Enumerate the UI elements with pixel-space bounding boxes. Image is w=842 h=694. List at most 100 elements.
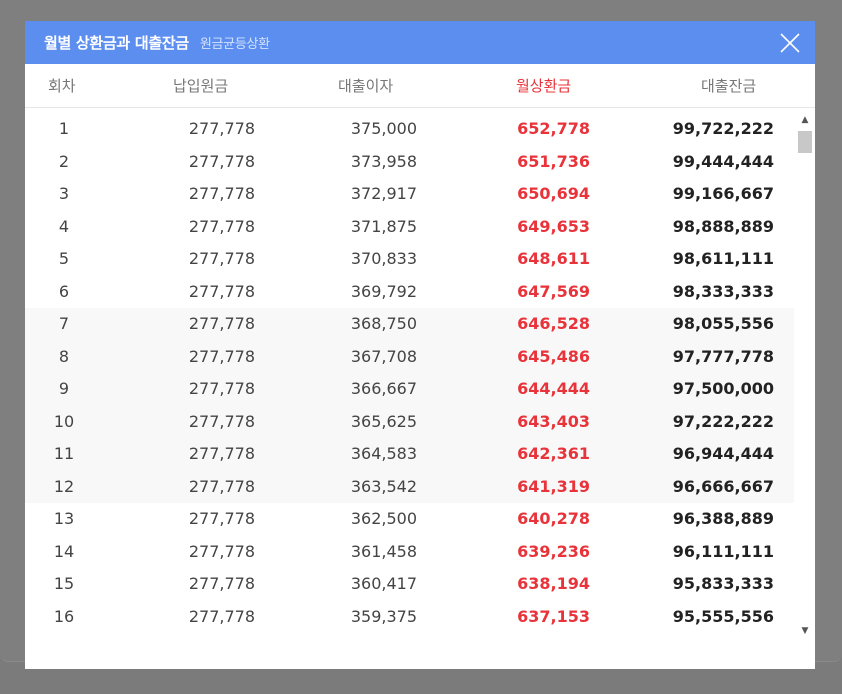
cell-loan-balance: 95,833,333 bbox=[672, 574, 774, 593]
table-row: 15 277,778 360,417 638,194 95,833,333 bbox=[25, 568, 794, 601]
cell-interest: 370,833 bbox=[350, 249, 417, 268]
cell-loan-balance: 97,222,222 bbox=[672, 411, 774, 431]
cell-loan-balance: 98,611,111 bbox=[672, 249, 774, 268]
table-row: 9 277,778 366,667 644,444 97,500,000 bbox=[25, 373, 794, 406]
table-row: 4 277,778 371,875 649,653 98,888,889 bbox=[25, 211, 794, 244]
table-row: 7 277,778 368,750 646,528 98,055,556 bbox=[25, 308, 794, 341]
cell-round: 15 bbox=[53, 574, 75, 593]
cell-loan-balance: 96,944,444 bbox=[672, 444, 774, 463]
column-header-interest: 대출이자 bbox=[338, 76, 394, 95]
close-button[interactable] bbox=[779, 32, 801, 54]
cell-monthly-payment: 646,528 bbox=[517, 314, 590, 333]
cell-principal: 277,778 bbox=[188, 249, 255, 268]
cell-round: 8 bbox=[58, 346, 70, 366]
cell-loan-balance: 96,388,889 bbox=[672, 509, 774, 528]
cell-interest: 362,500 bbox=[350, 509, 417, 528]
cell-principal: 277,778 bbox=[188, 509, 255, 528]
modal-subtitle: 원금균등상환 bbox=[199, 37, 270, 52]
cell-interest: 367,708 bbox=[350, 346, 417, 366]
cell-monthly-payment: 641,319 bbox=[517, 476, 590, 496]
cell-round: 4 bbox=[58, 216, 70, 236]
cell-principal: 277,778 bbox=[188, 216, 255, 236]
cell-principal: 277,778 bbox=[188, 119, 255, 138]
scroll-thumb[interactable] bbox=[798, 131, 812, 153]
cell-loan-balance: 96,111,111 bbox=[672, 541, 774, 561]
cell-principal: 277,778 bbox=[188, 379, 255, 398]
column-header-loan-balance: 대출잔금 bbox=[701, 76, 757, 95]
table-row: 1 277,778 375,000 652,778 99,722,222 bbox=[25, 113, 794, 146]
cell-monthly-payment: 650,694 bbox=[517, 184, 590, 203]
table-header: 회차 납입원금 대출이자 월상환금 대출잔금 bbox=[25, 64, 815, 108]
cell-principal: 277,778 bbox=[188, 541, 255, 561]
cell-interest: 365,625 bbox=[350, 411, 417, 431]
cell-monthly-payment: 644,444 bbox=[517, 379, 590, 398]
cell-interest: 364,583 bbox=[350, 444, 417, 463]
modal-title: 월별 상환금과 대출잔금 bbox=[44, 34, 189, 52]
cell-monthly-payment: 652,778 bbox=[517, 119, 590, 138]
cell-interest: 366,667 bbox=[350, 379, 417, 398]
table-row: 13 277,778 362,500 640,278 96,388,889 bbox=[25, 503, 794, 536]
column-header-principal: 납입원금 bbox=[173, 76, 229, 95]
scroll-down-arrow-icon[interactable]: ▼ bbox=[801, 626, 809, 636]
cell-principal: 277,778 bbox=[188, 184, 255, 203]
cell-monthly-payment: 639,236 bbox=[517, 541, 590, 561]
cell-loan-balance: 97,500,000 bbox=[672, 379, 774, 398]
repayment-schedule-modal: 월별 상환금과 대출잔금 원금균등상환 회차 납입원금 대출이자 월상환금 대출… bbox=[25, 21, 815, 669]
vertical-scrollbar[interactable]: ▲ ▼ bbox=[795, 113, 815, 639]
cell-loan-balance: 95,555,556 bbox=[672, 606, 774, 626]
cell-interest: 360,417 bbox=[350, 574, 417, 593]
table-row: 12 277,778 363,542 641,319 96,666,667 bbox=[25, 470, 794, 503]
cell-round: 11 bbox=[53, 444, 75, 463]
cell-round: 1 bbox=[58, 119, 70, 138]
cell-round: 10 bbox=[53, 411, 75, 431]
table-body-scroll-area[interactable]: 1 277,778 375,000 652,778 99,722,222 2 277,778… bbox=[25, 109, 815, 639]
cell-monthly-payment: 637,153 bbox=[517, 606, 590, 626]
table-row: 8 277,778 367,708 645,486 97,777,778 bbox=[25, 340, 794, 373]
table-row: 3 277,778 372,917 650,694 99,166,667 bbox=[25, 178, 794, 211]
cell-round: 12 bbox=[53, 476, 75, 496]
cell-principal: 277,778 bbox=[188, 574, 255, 593]
scroll-up-arrow-icon[interactable]: ▲ bbox=[801, 115, 809, 125]
cell-loan-balance: 98,055,556 bbox=[672, 314, 774, 333]
cell-principal: 277,778 bbox=[188, 314, 255, 333]
cell-loan-balance: 96,666,667 bbox=[672, 476, 774, 496]
cell-principal: 277,778 bbox=[188, 606, 255, 626]
cell-interest: 361,458 bbox=[350, 541, 417, 561]
cell-monthly-payment: 651,736 bbox=[517, 151, 590, 171]
cell-principal: 277,778 bbox=[188, 444, 255, 463]
cell-interest: 375,000 bbox=[350, 119, 417, 138]
table-row: 5 277,778 370,833 648,611 98,611,111 bbox=[25, 243, 794, 276]
cell-round: 13 bbox=[53, 509, 75, 528]
column-header-round: 회차 bbox=[48, 76, 76, 95]
cell-round: 7 bbox=[58, 314, 70, 333]
cell-interest: 373,958 bbox=[350, 151, 417, 171]
cell-monthly-payment: 643,403 bbox=[517, 411, 590, 431]
cell-loan-balance: 99,166,667 bbox=[672, 184, 774, 203]
cell-loan-balance: 99,722,222 bbox=[672, 119, 774, 138]
cell-interest: 372,917 bbox=[350, 184, 417, 203]
cell-round: 16 bbox=[53, 606, 75, 626]
cell-principal: 277,778 bbox=[188, 281, 255, 301]
cell-principal: 277,778 bbox=[188, 346, 255, 366]
table-row: 14 277,778 361,458 639,236 96,111,111 bbox=[25, 536, 794, 569]
cell-round: 9 bbox=[58, 379, 70, 398]
cell-round: 5 bbox=[58, 249, 70, 268]
cell-monthly-payment: 642,361 bbox=[517, 444, 590, 463]
table-row: 11 277,778 364,583 642,361 96,944,444 bbox=[25, 438, 794, 471]
cell-interest: 368,750 bbox=[350, 314, 417, 333]
table-rows: 1 277,778 375,000 652,778 99,722,222 2 277,778… bbox=[25, 113, 794, 633]
cell-loan-balance: 98,333,333 bbox=[672, 281, 774, 301]
table-row: 2 277,778 373,958 651,736 99,444,444 bbox=[25, 146, 794, 179]
cell-monthly-payment: 638,194 bbox=[517, 574, 590, 593]
cell-monthly-payment: 645,486 bbox=[517, 346, 590, 366]
cell-monthly-payment: 647,569 bbox=[517, 281, 590, 301]
cell-interest: 359,375 bbox=[350, 606, 417, 626]
cell-loan-balance: 98,888,889 bbox=[672, 216, 774, 236]
cell-loan-balance: 97,777,778 bbox=[672, 346, 774, 366]
cell-round: 2 bbox=[58, 151, 70, 171]
cell-monthly-payment: 640,278 bbox=[517, 509, 590, 528]
cell-round: 14 bbox=[53, 541, 75, 561]
cell-monthly-payment: 649,653 bbox=[517, 216, 590, 236]
cell-loan-balance: 99,444,444 bbox=[672, 151, 774, 171]
cell-principal: 277,778 bbox=[188, 476, 255, 496]
